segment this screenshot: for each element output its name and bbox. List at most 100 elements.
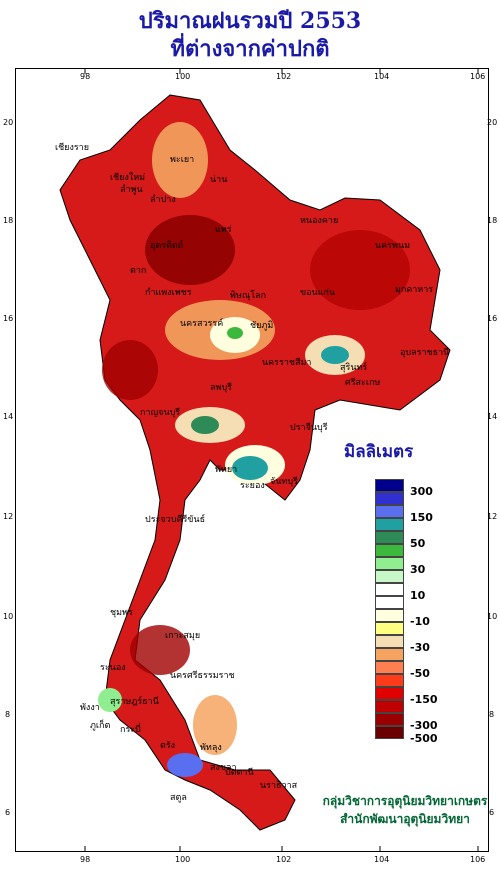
place-label: ลำปาง — [150, 195, 176, 205]
place-label: ชัยภูมิ — [250, 321, 274, 331]
legend-swatch — [375, 648, 404, 661]
place-label: แพร่ — [215, 225, 232, 235]
place-label: สงขลา — [210, 763, 237, 773]
place-label: ระนอง — [100, 663, 126, 673]
place-label: หนองคาย — [300, 216, 339, 226]
legend-swatch — [375, 609, 404, 622]
lat-tick-10-right: 10 — [487, 612, 498, 621]
light-zone-songkhla — [167, 753, 203, 777]
place-label: ระยอง — [240, 481, 265, 491]
legend-label: 150 — [410, 511, 433, 524]
map-title-line2: ที่ต่างจากค่าปกติ — [170, 36, 330, 62]
legend-swatch — [375, 713, 404, 726]
map-frame — [15, 68, 489, 852]
lon-tick-100-top: 100 — [175, 72, 191, 81]
place-label: จันทบุรี — [270, 477, 298, 487]
place-label: ปัตตานี — [225, 768, 254, 778]
legend-swatch — [375, 544, 404, 557]
lat-tick-8-left: 8 — [5, 710, 11, 719]
legend-swatch — [375, 726, 404, 739]
legend-swatch — [375, 531, 404, 544]
legend-swatch — [375, 518, 404, 531]
place-label: กระบี่ — [120, 725, 141, 735]
lat-tick-10-left: 10 — [3, 612, 14, 621]
legend-swatch — [375, 700, 404, 713]
lat-tick-14-right: 14 — [487, 412, 498, 421]
legend-label: 50 — [410, 537, 426, 550]
legend-label: 30 — [410, 563, 426, 576]
lat-tick-8-right: 8 — [489, 710, 495, 719]
place-label: ชุมพร — [110, 608, 133, 618]
wet-zone-central — [227, 327, 243, 339]
lat-tick-12-left: 12 — [3, 512, 14, 521]
lon-tick-100-bottom: 100 — [175, 855, 191, 864]
lon-tick-106-bottom: 106 — [470, 855, 486, 864]
legend-label: -30 — [410, 641, 430, 654]
place-label: สตูล — [170, 793, 187, 803]
place-label: ตาก — [130, 266, 147, 276]
wet-zone-rayong — [232, 456, 268, 480]
place-label: ลำพูน — [120, 185, 143, 195]
place-label: พัทลุง — [200, 743, 222, 753]
legend-swatch — [375, 570, 404, 583]
lat-tick-6-left: 6 — [5, 808, 11, 817]
place-label: ประจวบคีรีขันธ์ — [145, 515, 206, 525]
dry-zone-northeast — [310, 230, 410, 310]
lon-tick-102-bottom: 102 — [276, 855, 292, 864]
legend-label: 10 — [410, 589, 426, 602]
light-zone-chiangmai — [152, 122, 208, 198]
lat-tick-20-right: 20 — [487, 118, 498, 127]
lat-tick-16-left: 16 — [3, 314, 14, 323]
place-label: พัทยา — [215, 465, 238, 475]
place-label: พิษณุโลก — [230, 291, 267, 301]
place-label: ลพบุรี — [210, 383, 232, 393]
legend-title: มิลลิเมตร — [344, 442, 414, 462]
place-label: กำแพงเพชร — [145, 288, 192, 298]
lon-tick-102-top: 102 — [276, 72, 292, 81]
legend-label: -300 — [410, 719, 438, 732]
legend-swatch — [375, 505, 404, 518]
lat-tick-16-right: 16 — [487, 314, 498, 323]
legend-swatch — [375, 492, 404, 505]
place-label: เชียงราย — [55, 143, 90, 153]
legend-swatch — [375, 687, 404, 700]
place-label: นครราชสีมา — [262, 358, 312, 368]
legend-swatch — [375, 557, 404, 570]
legend-label: 300 — [410, 485, 433, 498]
legend-swatch — [375, 479, 404, 492]
place-label: น่าน — [210, 175, 228, 185]
legend-label: -50 — [410, 667, 430, 680]
lon-tick-104-bottom: 104 — [374, 855, 390, 864]
place-label: สุรินทร์ — [340, 363, 368, 373]
legend-swatch — [375, 583, 404, 596]
legend-label: -500 — [410, 732, 438, 745]
lon-tick-98-top: 98 — [80, 72, 91, 81]
place-label: ภูเก็ต — [90, 721, 111, 731]
wet-zone-bangkok — [191, 416, 219, 434]
place-label: พะเยา — [170, 155, 195, 165]
light-zone-phuket — [98, 688, 122, 712]
lat-tick-12-right: 12 — [487, 512, 498, 521]
lon-tick-106-top: 106 — [470, 72, 486, 81]
place-label: นราธิวาส — [260, 781, 298, 791]
legend-swatch — [375, 596, 404, 609]
map-tick-marks — [84, 68, 479, 852]
light-zone-east-coast — [193, 695, 237, 755]
lat-tick-6-right: 6 — [489, 808, 495, 817]
lat-tick-14-left: 14 — [3, 412, 14, 421]
place-label: กาญจนบุรี — [140, 408, 181, 418]
place-label: ปราจีนบุรี — [290, 423, 328, 433]
dry-zone-south — [130, 625, 190, 675]
lat-tick-18-left: 18 — [3, 216, 14, 225]
place-label: เกาะสมุย — [165, 631, 201, 641]
legend-swatch — [375, 622, 404, 635]
credit-line2: สำนักพัฒนาอุตุนิยมวิทยา — [340, 812, 470, 826]
place-label: พังงา — [80, 703, 100, 713]
place-label: มุกดาหาร — [395, 285, 434, 295]
wet-zone-korat — [321, 346, 349, 364]
place-label: ศรีสะเกษ — [345, 378, 381, 388]
map-title-line1: ปริมาณฝนรวมปี 2553 — [138, 8, 362, 34]
place-label: อุตรดิตถ์ — [150, 241, 184, 251]
dry-zone-north — [145, 215, 235, 285]
